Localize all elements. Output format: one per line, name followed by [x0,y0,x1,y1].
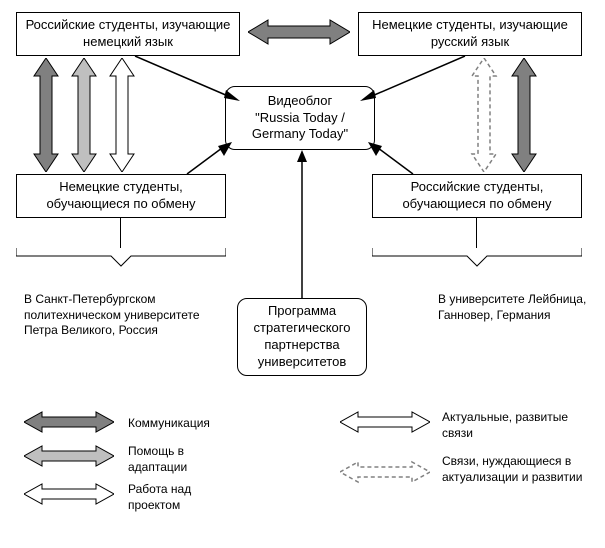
arrow-tl-center [130,56,240,104]
legend-label-3: Актуальные, развитые связи [442,410,592,441]
arrow-bottom-center [296,150,308,298]
arrow-top-communication [248,18,350,46]
legend-arrow-work [24,482,114,506]
line-mr-bracket [476,218,477,248]
bracket-left [16,248,226,278]
arrow-ml-center [182,142,232,178]
legend-arrow-actual [340,410,430,434]
node-russian-students: Российские студенты, изучающие немецкий … [16,12,240,56]
node-german-exchange: Немецкие студенты, обучающиеся по обмену [16,174,226,218]
legend-arrow-help [24,444,114,468]
legend-label-4: Связи, нуждающиеся в актуализации и разв… [442,454,592,485]
arrows-left-cluster [30,58,140,172]
legend-label-2: Работа над проектом [128,482,238,513]
label-uni-right: В университете Лейбница, Ганновер, Герма… [438,292,588,323]
node-program: Программа стратегического партнерства ун… [237,298,367,376]
arrow-mr-center [368,142,418,178]
line-ml-bracket [120,218,121,248]
legend-arrow-needed [340,460,430,484]
legend-label-1: Помощь в адаптации [128,444,238,475]
legend-arrow-communication [24,410,114,434]
bracket-right [372,248,582,278]
node-german-students: Немецкие студенты, изучающие русский язы… [358,12,582,56]
legend-label-0: Коммуникация [128,416,210,432]
arrows-right-cluster [466,58,546,172]
node-russian-exchange: Российские студенты, обучающиеся по обме… [372,174,582,218]
arrow-tr-center [360,56,470,104]
node-videoblog: Видеоблог "Russia Today / Germany Today" [225,86,375,150]
label-uni-left: В Санкт-Петербургском политехническом ун… [24,292,204,339]
